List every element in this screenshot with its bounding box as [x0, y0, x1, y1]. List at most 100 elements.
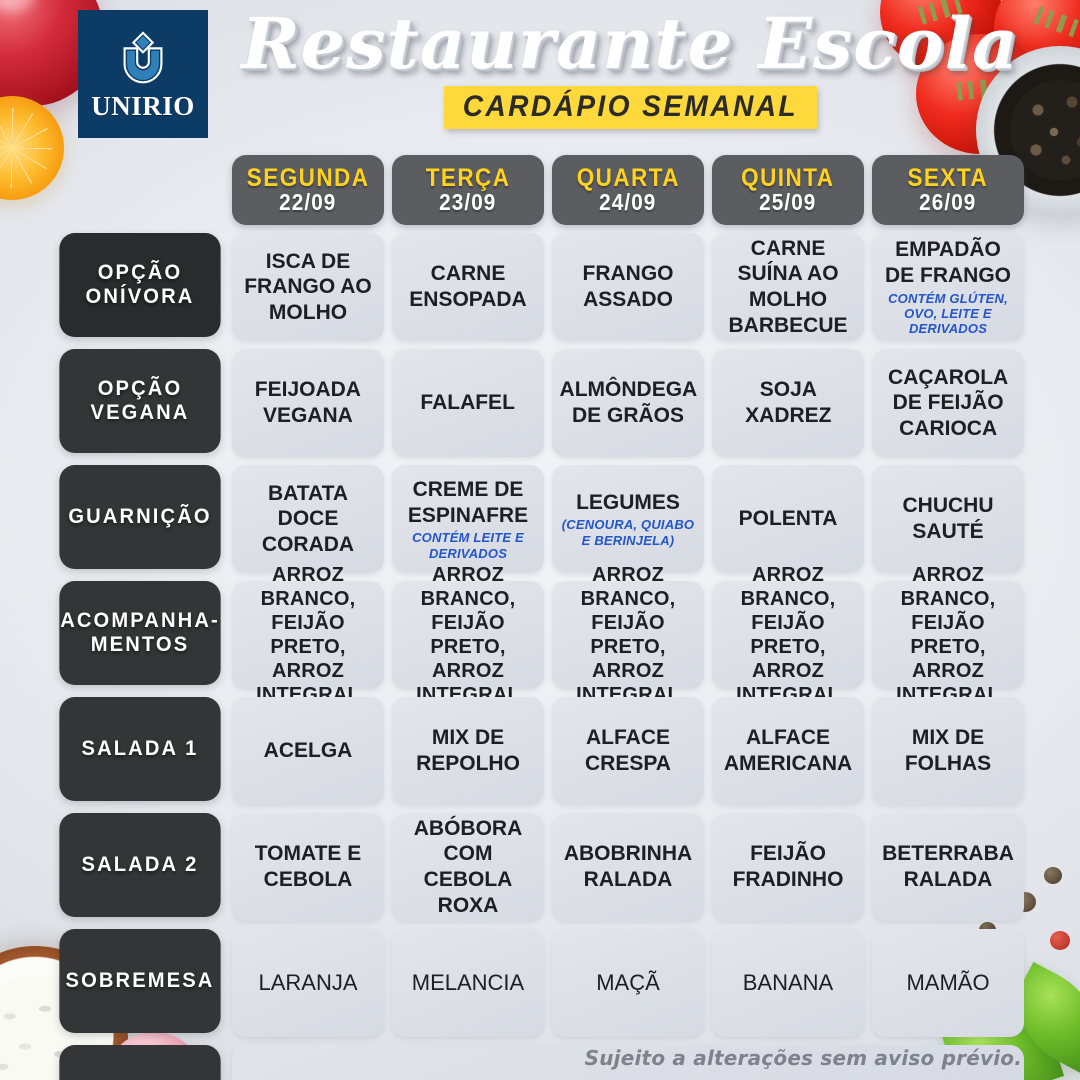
cell-text: FEIJÃO FRADINHO [732, 842, 844, 891]
row-label-guarnicao: GUARNIÇÃO [59, 465, 221, 569]
menu-cell: MIX DE REPOLHO [392, 697, 544, 805]
menu-row-salada-2: SALADA 2 TOMATE E CEBOLA ABÓBORA COM CEB… [56, 813, 1024, 921]
menu-cell: CAÇAROLA DE FEIJÃO CARIOCA [872, 349, 1024, 457]
cell-text: CARNE SUÍNA AO MOLHO BARBECUE [728, 236, 848, 337]
menu-cell: ABÓBORA COM CEBOLA ROXA [392, 813, 544, 921]
cell-text: FEIJOADA VEGANA [254, 378, 361, 427]
day-header-segunda: SEGUNDA 22/09 [232, 155, 384, 225]
menu-cell: BANANA [712, 929, 864, 1037]
peppercorn-decoration [1044, 867, 1062, 884]
menu-cell: ARROZ BRANCO, FEIJÃO PRETO, ARROZ INTEGR… [232, 564, 384, 706]
cell-text: CREME DE ESPINAFRE [407, 478, 529, 527]
allergen-note: CONTÉM LEITE E DERIVADOS [412, 530, 524, 561]
menu-cell: FEIJOADA VEGANA [232, 349, 384, 457]
menu-row-sobremesa: SOBREMESA LARANJA MELANCIA MAÇÃ BANANA M… [56, 929, 1024, 1037]
day-date: 25/09 [759, 189, 817, 216]
menu-row-guarnicao: GUARNIÇÃO BATATA DOCE CORADA CREME DE ES… [56, 465, 1024, 573]
day-name: SEGUNDA [246, 163, 370, 192]
menu-cell: CARNE SUÍNA AO MOLHO BARBECUE [712, 233, 864, 341]
menu-cell: ARROZ BRANCO, FEIJÃO PRETO, ARROZ INTEGR… [872, 564, 1024, 706]
page-title: Restaurante Escola [241, 2, 1019, 85]
cell-text: ARROZ BRANCO, FEIJÃO PRETO, ARROZ INTEGR… [576, 564, 680, 706]
menu-cell: ARROZ BRANCO, FEIJÃO PRETO, ARROZ INTEGR… [392, 564, 544, 706]
menu-cell: ALFACE AMERICANA [712, 697, 864, 805]
menu-cell: CREME DE ESPINAFRE CONTÉM LEITE E DERIVA… [392, 465, 544, 573]
cell-text: ALMÔNDEGA DE GRÃOS [559, 378, 698, 427]
menu-cell: ABOBRINHA RALADA [552, 813, 704, 921]
menu-cell: MAÇÃ [552, 929, 704, 1037]
subtitle-badge: CARDÁPIO SEMANAL [443, 85, 817, 129]
day-name: TERÇA [425, 163, 511, 192]
cell-text: LARANJA [258, 969, 358, 995]
menu-row-onivora: OPÇÃO ONÍVORA ISCA DE FRANGO AO MOLHO CA… [56, 233, 1024, 341]
peppercorn-decoration [1050, 931, 1070, 950]
cell-text: MIX DE FOLHAS [904, 726, 992, 775]
row-label-acompanhamentos: ACOMPANHA-MENTOS [59, 581, 221, 685]
menu-cell: ACELGA [232, 697, 384, 805]
row-label-sobremesa: SOBREMESA [59, 929, 221, 1033]
row-label-salada-1: SALADA 1 [59, 697, 221, 801]
day-name: SEXTA [907, 163, 989, 192]
refresco-cell: COM AÇÚCAR E SEM AÇÚCAR [232, 1045, 1024, 1080]
menu-cell: FEIJÃO FRADINHO [712, 813, 864, 921]
menu-cell: ALMÔNDEGA DE GRÃOS [551, 349, 705, 457]
menu-cell: CHUCHU SAUTÉ [872, 465, 1024, 573]
menu-row-salada-1: SALADA 1 ACELGA MIX DE REPOLHO ALFACE CR… [56, 697, 1024, 805]
cell-text: ARROZ BRANCO, FEIJÃO PRETO, ARROZ INTEGR… [256, 564, 360, 706]
menu-cell: LARANJA [232, 929, 384, 1037]
allergen-note: CONTÉM GLÚTEN, OVO, LEITE E DERIVADOS [888, 290, 1008, 337]
day-name: QUINTA [741, 163, 835, 192]
unirio-logo: UNIRIO [78, 10, 208, 138]
cell-text: ACELGA [263, 739, 353, 763]
day-name: QUARTA [576, 163, 680, 192]
menu-cell: MAMÃO [872, 929, 1024, 1037]
disclaimer-text: Sujeito a alterações sem aviso prévio. [584, 1046, 1022, 1070]
menu-cell: MELANCIA [392, 929, 544, 1037]
cell-text: MIX DE REPOLHO [416, 726, 520, 775]
menu-cell: FRANGO ASSADO [552, 233, 704, 341]
grid-corner-spacer [56, 155, 224, 225]
cell-text: LEGUMES [576, 490, 680, 514]
unirio-wordmark: UNIRIO [91, 90, 195, 121]
row-label-refresco: REFRESCO [59, 1045, 221, 1080]
ingredient-note: (CENOURA, QUIABO E BERINJELA) [561, 517, 695, 548]
cell-text: POLENTA [738, 507, 838, 531]
cell-text: BETERRABA RALADA [882, 842, 1014, 891]
menu-cell: ARROZ BRANCO, FEIJÃO PRETO, ARROZ INTEGR… [552, 564, 704, 706]
cell-text: ABOBRINHA RALADA [563, 842, 693, 891]
day-date: 24/09 [599, 189, 657, 216]
cell-text: ISCA DE FRANGO AO MOLHO [244, 249, 372, 324]
cell-text: FRANGO ASSADO [582, 262, 674, 311]
cell-text: EMPADÃO DE FRANGO [885, 238, 1011, 288]
cell-text: CARNE ENSOPADA [409, 262, 527, 311]
cell-text: ARROZ BRANCO, FEIJÃO PRETO, ARROZ INTEGR… [416, 564, 520, 706]
menu-cell: BATATA DOCE CORADA [232, 465, 384, 573]
cell-text: FALAFEL [420, 391, 515, 415]
unirio-emblem-icon [123, 30, 163, 83]
cell-text: CAÇAROLA DE FEIJÃO CARIOCA [888, 365, 1009, 440]
menu-row-acompanhamentos: ACOMPANHA-MENTOS ARROZ BRANCO, FEIJÃO PR… [56, 564, 1024, 706]
cell-text: SOJA XADREZ [745, 378, 832, 427]
row-label-vegana: OPÇÃO VEGANA [59, 349, 221, 453]
poster-header: UNIRIO Restaurante Escola CARDÁPIO SEMAN… [0, 0, 1080, 152]
menu-cell: ISCA DE FRANGO AO MOLHO [232, 233, 384, 341]
row-label-salada-2: SALADA 2 [59, 813, 221, 917]
cell-text: MELANCIA [411, 969, 525, 995]
menu-cell: TOMATE E CEBOLA [232, 813, 384, 921]
menu-row-vegana: OPÇÃO VEGANA FEIJOADA VEGANA FALAFEL ALM… [56, 349, 1024, 457]
menu-cell: POLENTA [712, 465, 864, 573]
cell-text: MAÇÃ [596, 969, 660, 995]
cell-text: ARROZ BRANCO, FEIJÃO PRETO, ARROZ INTEGR… [896, 564, 1000, 706]
day-date: 23/09 [439, 189, 497, 216]
cell-text: CHUCHU SAUTÉ [902, 494, 994, 543]
day-header-sexta: SEXTA 26/09 [872, 155, 1024, 225]
menu-cell: CARNE ENSOPADA [392, 233, 544, 341]
cell-text: ALFACE AMERICANA [723, 726, 853, 775]
menu-cell: LEGUMES (CENOURA, QUIABO E BERINJELA) [552, 465, 704, 573]
menu-cell: BETERRABA RALADA [872, 813, 1024, 921]
menu-cell: EMPADÃO DE FRANGO CONTÉM GLÚTEN, OVO, LE… [872, 233, 1024, 341]
menu-cell: FALAFEL [391, 349, 544, 457]
day-header-row: SEGUNDA 22/09 TERÇA 23/09 QUARTA 24/09 Q… [56, 155, 1024, 225]
day-header-quinta: QUINTA 25/09 [712, 155, 864, 225]
